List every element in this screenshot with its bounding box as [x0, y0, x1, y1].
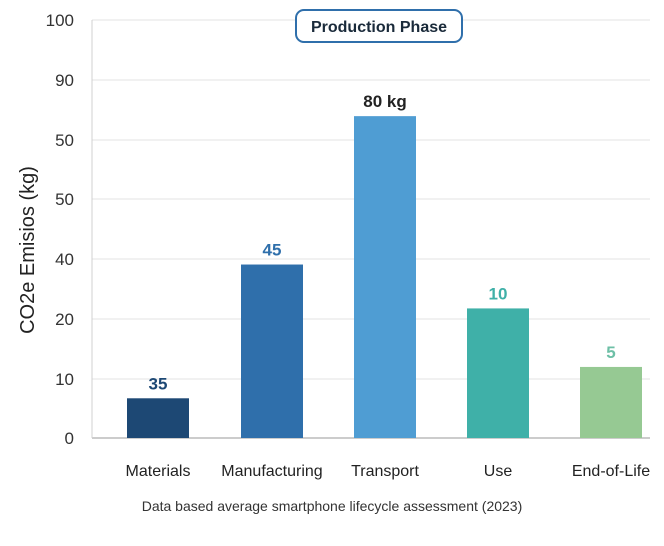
- data-label: 80 kg: [363, 92, 406, 111]
- bar-materials: [127, 398, 189, 438]
- data-label: 10: [489, 284, 508, 303]
- bar-transport: [354, 116, 416, 438]
- bar-use: [467, 308, 529, 438]
- y-tick-label: 50: [55, 131, 74, 150]
- category-labels: Materials Manufacturing Transport Use End-of…: [126, 463, 651, 480]
- y-tick-label: 100: [46, 11, 74, 30]
- y-tick-label: 10: [55, 370, 74, 389]
- y-tick-label: 40: [55, 250, 74, 269]
- bar-chart: CO2e Emisios (kg) 0 10 20 40 50 50 90 100 35 45 8…: [17, 9, 651, 480]
- x-tick-label: Transport: [351, 463, 419, 480]
- data-label: 45: [263, 241, 282, 260]
- y-tick-label: 0: [65, 429, 74, 448]
- y-axis-label: CO2e Emisios (kg): [17, 166, 39, 334]
- x-tick-label: Use: [484, 463, 513, 480]
- x-tick-label: Manufacturing: [221, 463, 322, 480]
- data-label: 5: [606, 343, 615, 362]
- y-tick-label: 90: [55, 71, 74, 90]
- bar-manufacturing: [241, 264, 303, 438]
- y-axis-ticks: 0 10 20 40 50 50 90 100: [46, 11, 74, 448]
- bars: [127, 116, 642, 438]
- x-tick-label: Materials: [126, 463, 191, 480]
- data-labels: 35 45 80 kg 10 5: [149, 92, 616, 393]
- annotation-box: [295, 9, 463, 43]
- y-tick-label: 50: [55, 190, 74, 209]
- footnote: Data based average smartphone lifecycle …: [141, 498, 523, 514]
- production-phase-annotation: Production Phase: [295, 9, 463, 43]
- y-tick-label: 20: [55, 310, 74, 329]
- x-tick-label: End-of-Life: [572, 463, 650, 480]
- bar-end-of-life: [580, 366, 642, 438]
- data-label: 35: [149, 374, 168, 393]
- annotation-text: Production Phase: [311, 19, 447, 36]
